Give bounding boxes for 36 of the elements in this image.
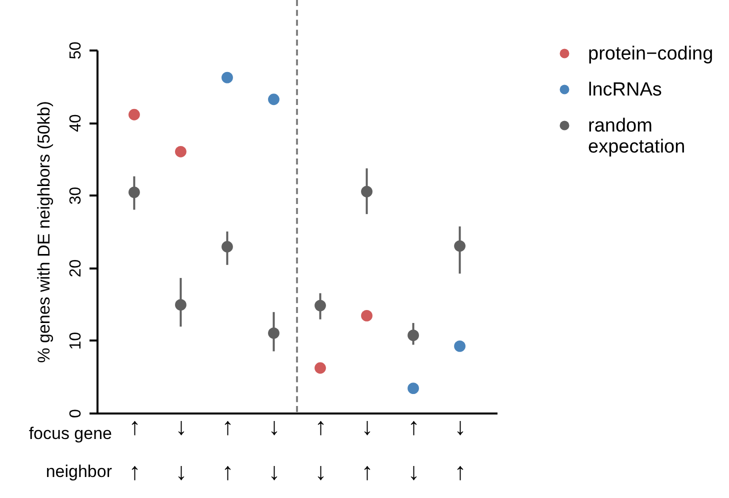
- point: [175, 299, 186, 311]
- point: [222, 241, 233, 252]
- legend-label: lncRNAs: [588, 80, 662, 100]
- point: [454, 340, 466, 352]
- x-tick-label: ↓ ↓: [175, 414, 188, 486]
- x-tick-label: ↑ ↓: [314, 414, 327, 486]
- y-tick-label: 20: [68, 259, 84, 278]
- legend-label: random expectation: [588, 116, 686, 158]
- point: [314, 300, 326, 312]
- x-tick-label: ↑ ↓: [408, 414, 420, 486]
- point: [408, 330, 419, 342]
- y-tick-label: 40: [68, 114, 84, 132]
- y-tick-label: 30: [68, 186, 84, 205]
- point: [408, 382, 419, 394]
- y-tick-label: 50: [68, 42, 84, 60]
- text: focus gene: [28, 424, 112, 444]
- point: [175, 146, 186, 158]
- x-tick-label: ↓ ↑: [361, 414, 374, 486]
- point: [314, 362, 326, 374]
- x-tick-label: ↓ ↓: [268, 414, 280, 486]
- point: [268, 94, 280, 106]
- text: neighbor: [46, 462, 112, 482]
- x-tick-label: ↑ ↑: [222, 414, 234, 486]
- point: [361, 310, 372, 322]
- point: [361, 186, 372, 198]
- point: [222, 72, 233, 84]
- point: [128, 186, 140, 198]
- x-tick-label: ↑ ↑: [128, 414, 141, 486]
- point: [268, 327, 280, 339]
- x-tick-label: ↓ ↑: [454, 414, 466, 486]
- point: [128, 108, 140, 120]
- y-axis-title: % genes with DE neighbors (50kb): [34, 101, 54, 363]
- y-tick-label: 0: [68, 408, 84, 418]
- y-tick-label: 10: [68, 332, 84, 350]
- point: [454, 240, 466, 252]
- legend-label: protein−coding: [588, 44, 714, 64]
